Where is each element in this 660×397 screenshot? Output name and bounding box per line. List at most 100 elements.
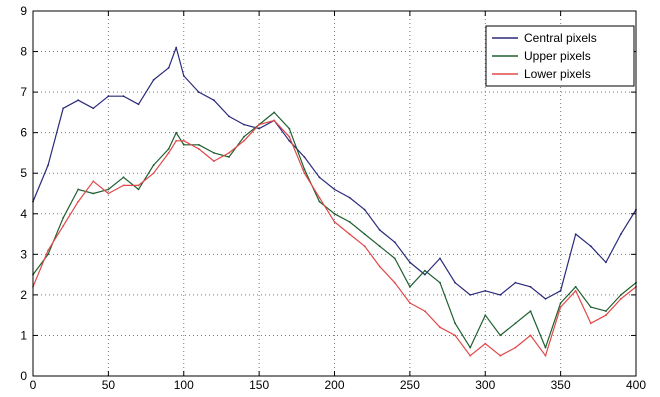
data-point-series-3 [333,221,336,223]
y-tick-label: 5 [20,166,27,180]
x-tick-label: 150 [249,378,269,392]
data-point-series-1 [589,245,592,248]
data-point-series-3 [197,148,200,150]
data-point-series-3 [409,302,411,304]
data-point-series-2 [107,188,110,191]
data-point-series-1 [484,289,487,292]
series-line-2 [32,111,637,349]
data-point-series-1 [197,91,200,93]
y-tick-label: 9 [20,4,27,18]
y-tick-label: 7 [20,85,27,99]
data-point-series-2 [303,168,306,171]
data-point-series-3 [107,192,110,195]
data-point-series-2 [454,322,456,325]
axis-ticks: 0 50 100 150 200 250 300 350 400 0 1 2 3 4 5 6 7 8 9 [20,4,646,392]
data-point-series-3 [213,160,215,163]
series-line-1 [32,46,637,300]
legend-label-1: Central pixels [524,31,597,45]
data-point-series-1 [182,75,185,77]
data-point-series-3 [182,139,185,142]
data-point-series-3 [175,139,178,142]
data-point-series-1 [213,99,215,102]
data-point-series-1 [107,95,110,98]
data-point-series-2 [62,216,65,219]
data-point-series-2 [574,285,577,288]
data-point-series-1 [318,176,321,179]
data-point-series-2 [620,294,622,296]
data-point-series-2 [469,346,472,349]
data-point-series-1 [348,196,351,199]
legend: Central pixels Upper pixels Lower pixels [485,25,635,87]
data-point-series-3 [574,289,577,292]
data-point-series-3 [303,172,306,175]
data-point-series-1 [243,123,245,126]
data-point-series-3 [167,152,170,154]
x-tick-label: 0 [30,378,37,392]
data-point-series-3 [273,119,276,122]
data-point-series-1 [424,273,426,276]
data-point-series-3 [62,225,65,227]
data-point-series-2 [529,310,532,312]
data-point-series-2 [213,152,215,154]
data-point-series-1 [544,298,547,300]
data-point-series-1 [605,261,607,264]
x-tick-label: 350 [551,378,571,392]
data-point-series-2 [484,314,487,317]
y-tick-label: 2 [20,288,27,302]
data-point-series-3 [258,123,260,126]
data-point-series-2 [77,188,80,191]
data-point-series-2 [182,143,185,146]
data-point-series-3 [439,326,441,329]
data-point-series-1 [469,294,472,296]
data-point-series-2 [559,302,562,304]
data-point-series-2 [122,176,125,179]
y-tick-label: 1 [20,328,27,342]
y-tick-label: 0 [20,369,27,383]
data-point-series-2 [152,164,155,167]
data-point-series-3 [122,184,125,187]
data-point-series-3 [605,314,607,317]
data-point-series-2 [363,233,366,236]
data-point-series-3 [47,249,49,252]
data-point-series-1 [137,103,140,106]
x-tick-label: 300 [475,378,495,392]
data-point-series-3 [378,265,381,268]
data-point-series-3 [348,233,351,236]
data-point-series-1 [228,115,230,118]
data-point-series-2 [499,334,502,337]
data-point-series-2 [92,192,95,195]
data-point-series-3 [92,180,95,183]
series-group [32,46,637,357]
y-tick-label: 6 [20,126,27,140]
data-point-series-3 [499,354,502,357]
data-point-series-3 [589,322,592,325]
data-point-series-2 [318,200,321,203]
data-point-series-1 [454,281,456,284]
data-point-series-3 [469,354,472,357]
data-point-series-2 [409,285,411,288]
data-point-series-2 [167,148,170,150]
y-tick-label: 8 [20,45,27,59]
data-point-series-3 [288,135,291,138]
data-point-series-1 [393,241,396,244]
series-line-3 [32,119,637,357]
y-tick-label: 3 [20,247,27,261]
data-point-series-1 [620,233,622,236]
data-point-series-1 [167,66,170,69]
data-point-series-3 [137,184,140,187]
data-point-series-1 [499,294,502,296]
data-point-series-2 [589,306,592,308]
data-point-series-3 [454,334,456,337]
data-point-series-1 [514,281,517,284]
data-point-series-2 [378,245,381,248]
data-point-series-3 [424,310,426,312]
data-point-series-1 [258,127,260,130]
data-point-series-2 [348,221,351,223]
data-point-series-3 [620,298,622,300]
data-point-series-2 [288,127,291,130]
data-point-series-1 [152,79,155,81]
x-tick-label: 400 [626,378,646,392]
data-point-series-1 [175,46,178,49]
data-point-series-3 [484,342,487,345]
